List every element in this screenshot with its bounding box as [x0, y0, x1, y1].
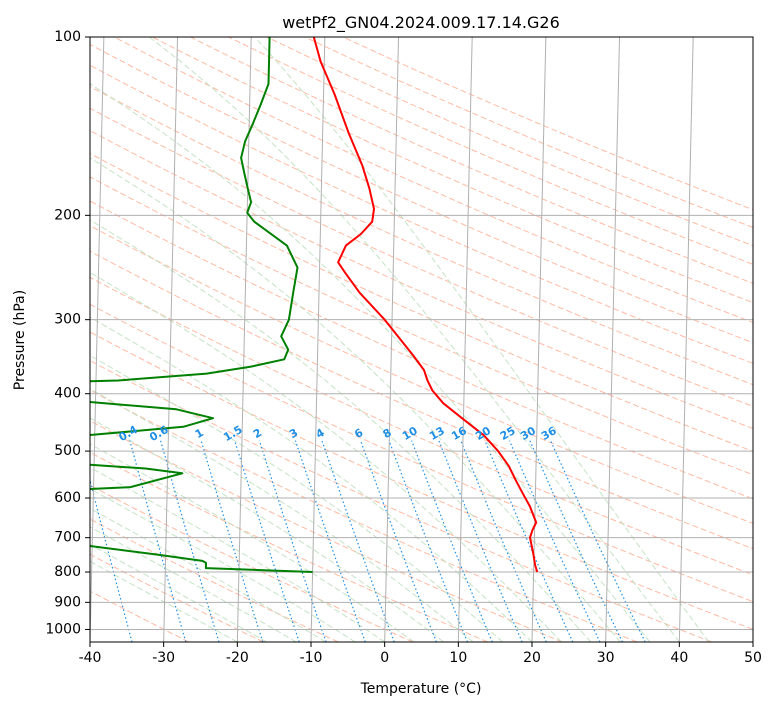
moist-adiabat [254, 37, 710, 642]
isotherm-line [457, 37, 473, 642]
mixing-ratio-line [129, 440, 187, 642]
isotherm-line [90, 37, 105, 642]
x-tick-label: -30 [152, 650, 175, 666]
dry-adiabat [342, 37, 753, 211]
x-tick-label: -40 [79, 650, 102, 666]
dry-adiabat [90, 130, 753, 430]
x-axis-label: Temperature (°C) [360, 681, 482, 697]
plot-frame [89, 36, 754, 643]
x-tick-label: 10 [449, 650, 467, 666]
y-axis: 100 200 300 400 500 600 700 800 900 1000 [45, 29, 90, 637]
isotherm-line [384, 37, 400, 642]
mixing-ratio-line [484, 440, 574, 642]
pressure-gridlines [90, 37, 753, 630]
moist-adiabat [90, 83, 651, 642]
plot-area: -100-90-80-70-60-50-40-30-20-10010203040… [90, 37, 753, 642]
isotherm-line [310, 37, 326, 642]
x-tick-label: -10 [300, 650, 323, 666]
dewpoint-profile-line [90, 37, 313, 573]
y-tick-label: 800 [54, 564, 81, 580]
dry-adiabat [90, 451, 488, 642]
moist-adiabat [90, 316, 533, 642]
y-tick-label: 900 [54, 594, 81, 610]
moist-adiabat [90, 354, 503, 642]
x-tick-label: 40 [670, 650, 688, 666]
dry-adiabat [90, 107, 753, 407]
x-tick-label: 50 [744, 650, 762, 666]
dry-adiabat [90, 85, 753, 386]
mixing-ratio-line [438, 440, 523, 642]
mixing-ratio-line [160, 440, 220, 642]
y-tick-label: 500 [54, 443, 81, 459]
moist-adiabat [90, 543, 268, 642]
dry-adiabat [90, 331, 753, 630]
y-tick-label: 700 [54, 530, 81, 546]
moist-adiabat [90, 507, 326, 642]
dry-adiabat [90, 303, 753, 603]
moist-adiabat [90, 560, 238, 642]
dry-adiabat [152, 37, 753, 304]
moist-adiabat [90, 526, 297, 642]
profile-series [90, 37, 539, 573]
skewed-isotherms [90, 37, 753, 642]
moist-adiabat [90, 157, 621, 642]
dry-adiabat [90, 360, 712, 642]
temperature-profile-line [312, 37, 539, 573]
x-axis: -40 -30 -20 -10 0 10 20 30 40 50 [79, 642, 762, 666]
dry-adiabat [90, 43, 753, 344]
dry-adiabat [266, 37, 753, 247]
moist-adiabat [90, 219, 592, 642]
x-tick-label: 30 [597, 650, 615, 666]
chart-title: wetPf2_GN04.2024.009.17.14.G26 [282, 13, 560, 33]
moist-adiabat [90, 417, 444, 642]
dry-adiabats [90, 37, 753, 642]
y-tick-label: 300 [54, 312, 81, 328]
y-tick-label: 400 [54, 386, 81, 402]
dry-adiabat [90, 518, 339, 642]
isotherm-line [531, 37, 547, 642]
y-tick-label: 200 [54, 207, 81, 223]
y-axis-label: Pressure (hPa) [12, 290, 28, 390]
y-tick-label: 100 [54, 29, 81, 45]
mixing-ratio-line [411, 440, 493, 642]
dry-adiabat [90, 64, 753, 364]
mixing-ratio-line [550, 440, 646, 642]
y-tick-label: 1000 [45, 621, 81, 637]
dry-adiabat [90, 152, 753, 452]
dry-adiabat [90, 176, 753, 476]
dry-adiabat [90, 250, 753, 550]
mixing-ratio-line [234, 440, 300, 642]
dry-adiabat [90, 484, 414, 642]
moist-adiabat [90, 388, 474, 642]
isotherm-line [163, 37, 179, 642]
mixing-ratio-line [258, 440, 327, 642]
y-tick-label: 600 [54, 490, 81, 506]
mixing-ratio-line [388, 440, 469, 642]
dry-adiabat [190, 37, 753, 284]
isotherm-line [605, 37, 621, 642]
mixing-ratio-line [90, 477, 133, 642]
mixing-ratio-line [360, 440, 437, 642]
moist-adiabat [148, 37, 680, 642]
mixing-ratio-line [460, 440, 547, 642]
x-tick-label: 0 [380, 650, 389, 666]
dry-adiabat [90, 276, 753, 576]
mixing-ratio-line [508, 440, 601, 642]
moist-adiabat [90, 271, 562, 642]
isotherm-line [236, 37, 252, 642]
isotherm-line [678, 37, 694, 642]
x-tick-label: -20 [226, 650, 249, 666]
x-tick-label: 20 [523, 650, 541, 666]
